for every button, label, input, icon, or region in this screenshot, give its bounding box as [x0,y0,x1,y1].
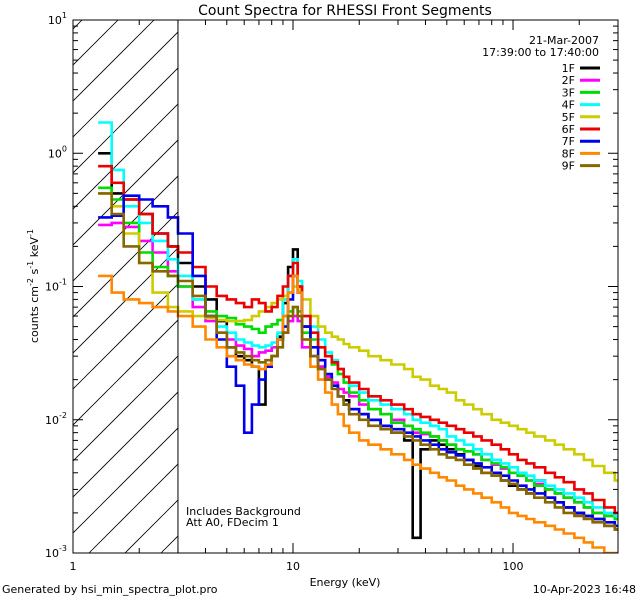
x-tick-label: 10 [286,560,300,573]
series-line-9f [98,192,618,531]
hatch-line [73,427,178,534]
y-tick-label: 10-1 [45,278,67,294]
hatch-line [73,20,155,102]
series-line-5f [98,192,618,482]
hatch-line [73,31,178,138]
legend-label-6f: 6F [562,123,575,136]
time-range-label: 17:39:00 to 17:40:00 [482,46,599,59]
hatch-line [73,391,178,498]
legend-label-1f: 1F [562,62,575,75]
legend-label-3f: 3F [562,86,575,99]
series-line-6f [98,164,618,515]
legend-label-5f: 5F [562,111,575,124]
hatch-line [73,283,178,390]
legend-label-2f: 2F [562,74,575,87]
note-attenuator: Att A0, FDecim 1 [186,516,279,529]
series-line-3f [98,186,618,521]
y-tick-label: 101 [48,11,67,27]
plot-frame [72,19,619,554]
series-line-4f [98,121,618,518]
hatch-line [73,67,178,174]
hatch-line [73,20,83,30]
legend-label-4f: 4F [562,99,575,112]
hatch-line [73,103,178,210]
timestamp-footer: 10-Apr-2023 16:48 [532,583,636,596]
generated-by-footer: Generated by hsi_min_spectra_plot.pro [2,583,218,596]
note-background: Includes Background [186,505,301,518]
y-tick-label: 10-2 [45,411,67,427]
date-label: 21-Mar-2007 [529,34,599,47]
y-tick-label: 100 [48,144,67,160]
legend-label-8f: 8F [562,147,575,160]
x-tick-label: 100 [503,560,524,573]
legend-label-9f: 9F [562,160,575,173]
chart-title: Count Spectra for RHESSI Front Segments [198,3,492,19]
y-axis-label: counts cm-2 s-1 keV-1 [26,229,41,343]
y-tick-label: 10-3 [45,544,67,560]
x-axis-label: Energy (keV) [310,576,381,589]
series-line-2f [98,221,618,521]
hatch-line [73,355,178,462]
x-tick-label: 1 [70,560,77,573]
hatch-line [73,211,178,318]
hatch-line [73,247,178,354]
legend-label-7f: 7F [562,135,575,148]
hatch-line [73,175,178,282]
